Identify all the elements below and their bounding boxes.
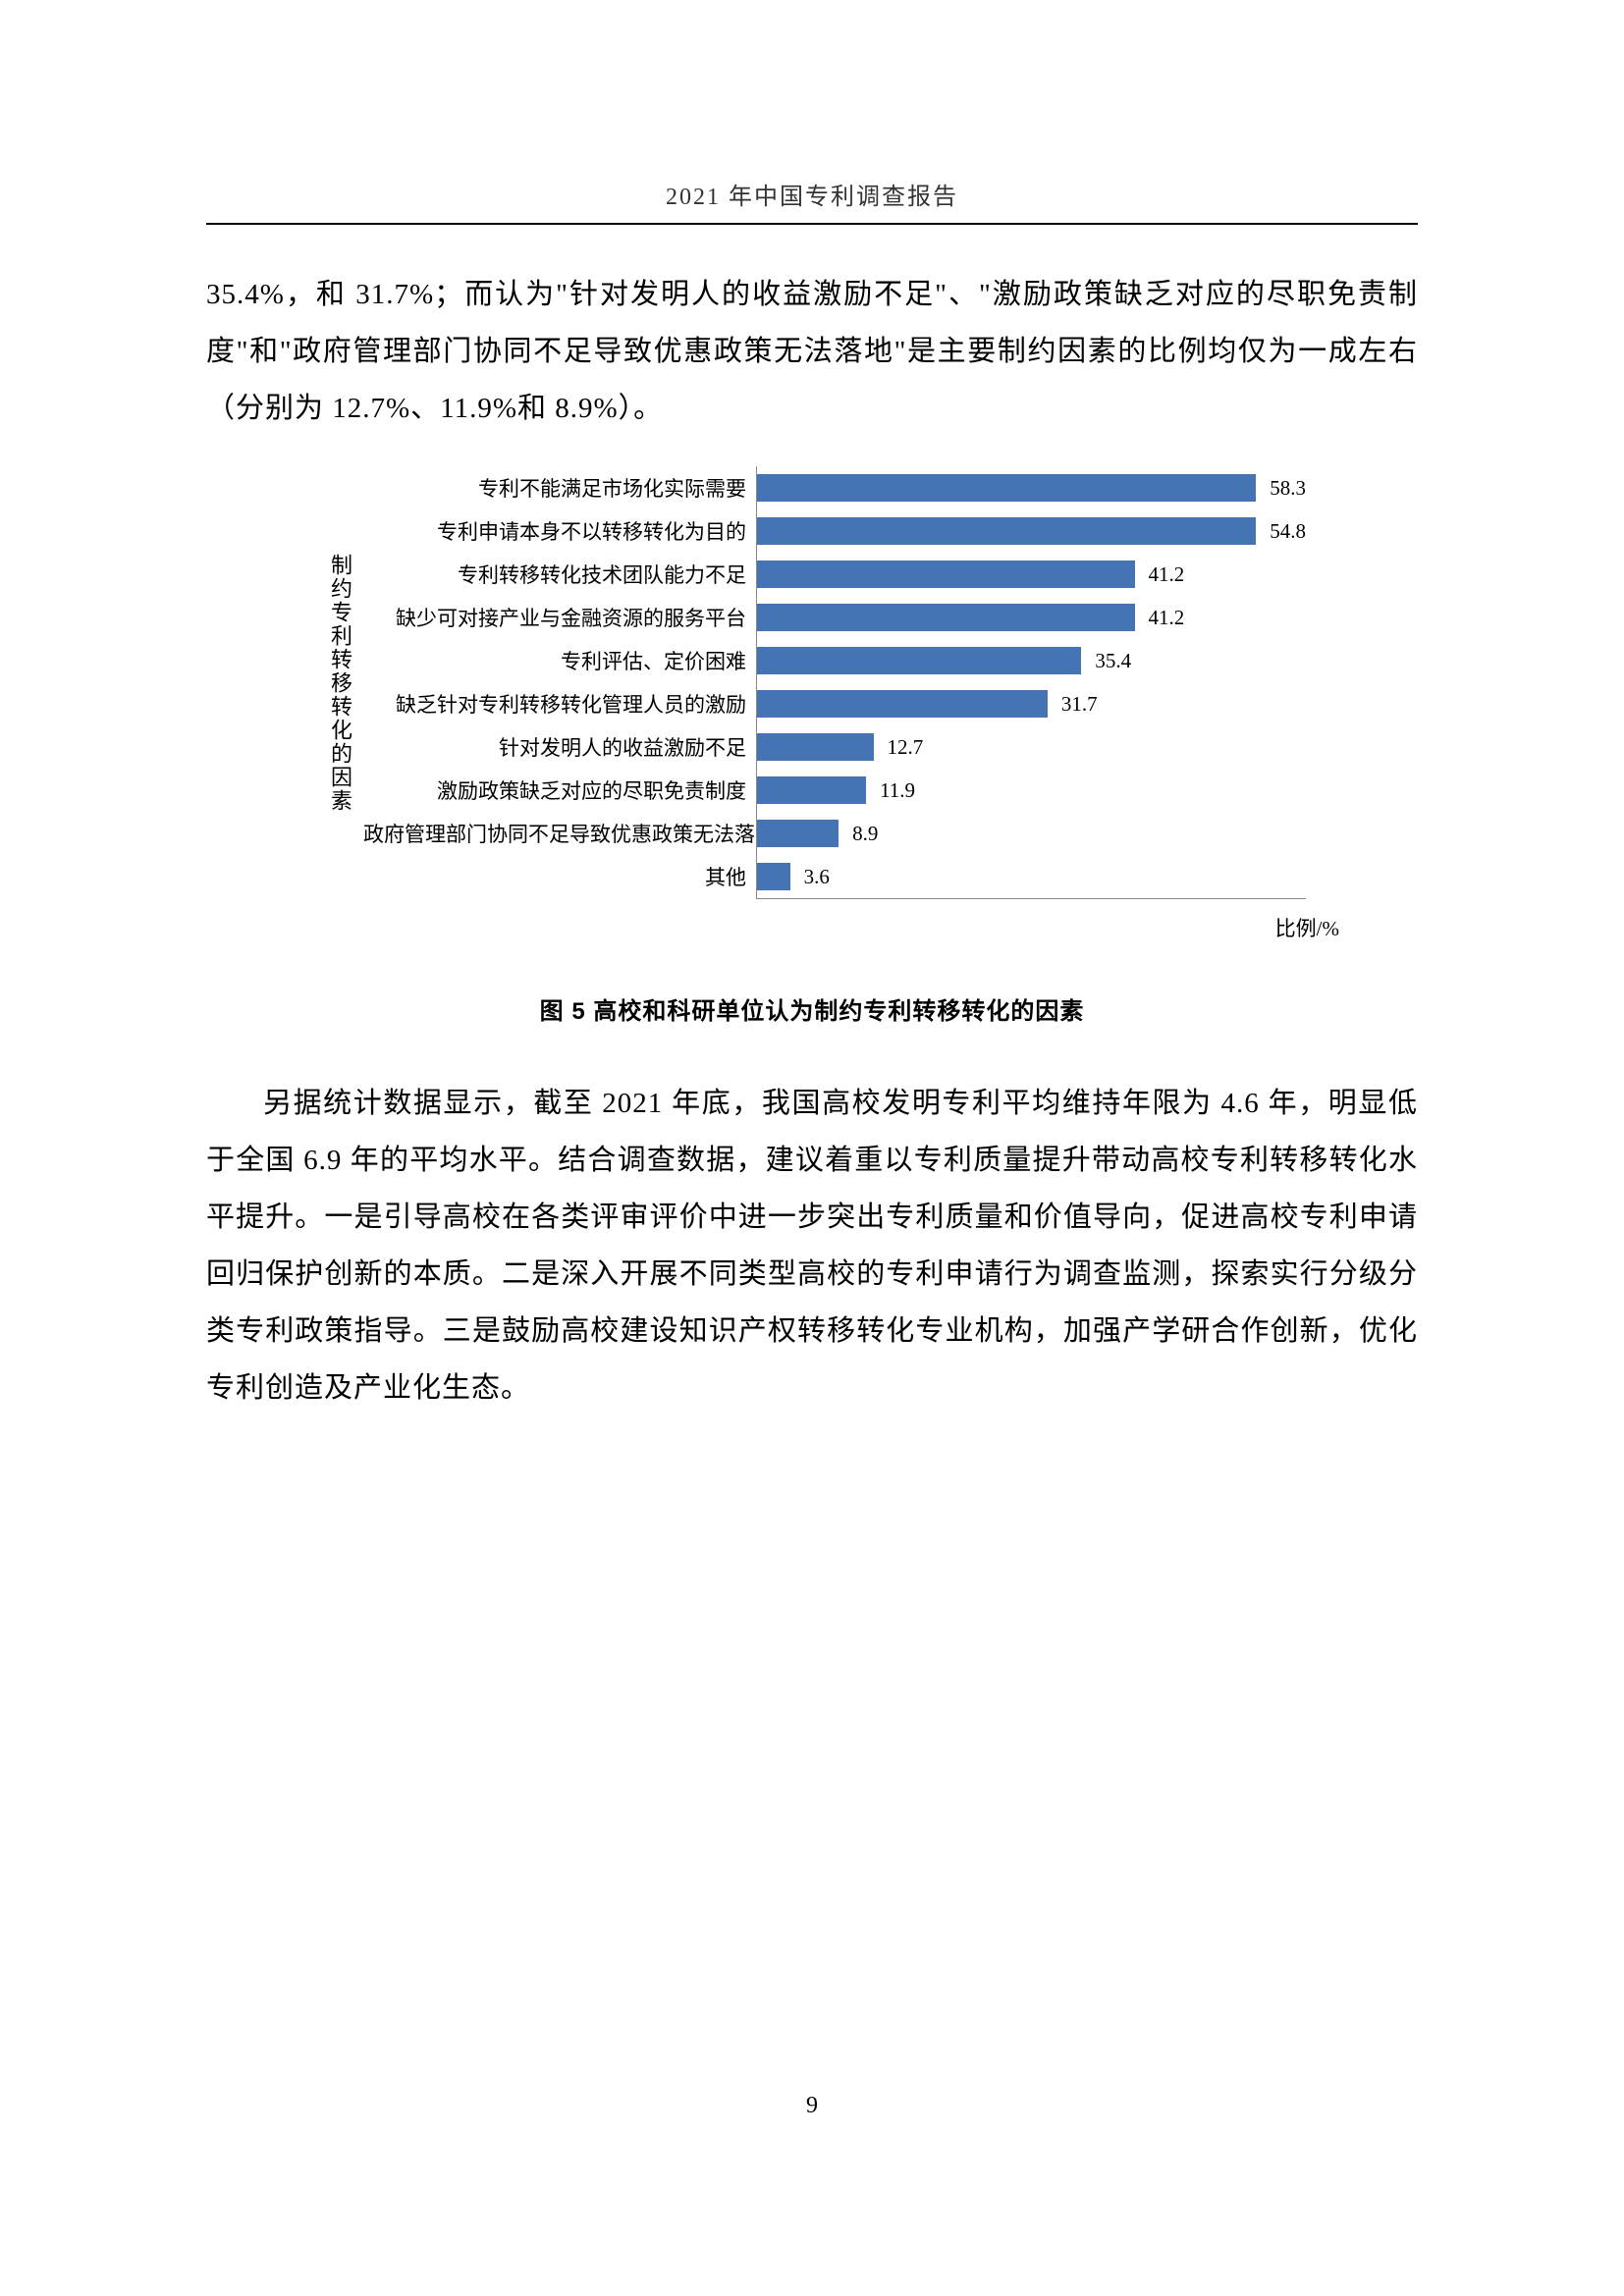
chart-bar-row: 针对发明人的收益激励不足 12.7 — [363, 725, 1418, 769]
chart-bar-value: 3.6 — [804, 865, 830, 889]
chart-x-baseline — [756, 898, 1306, 899]
chart-bar-value: 58.3 — [1270, 476, 1306, 501]
chart-bar-label: 缺乏针对专利转移转化管理人员的激励 — [363, 689, 756, 719]
chart-bar-row: 专利不能满足市场化实际需要 58.3 — [363, 466, 1418, 509]
chart-bar-track: 54.8 — [756, 509, 1306, 553]
chart-bar-track: 8.9 — [756, 812, 1306, 855]
chart-bar-row: 专利评估、定价困难 35.4 — [363, 639, 1418, 682]
chart-bar-value: 41.2 — [1149, 562, 1185, 587]
paragraph-1: 35.4%，和 31.7%；而认为"针对发明人的收益激励不足"、"激励政策缺乏对… — [206, 266, 1418, 437]
chart-bar-row: 专利转移转化技术团队能力不足 41.2 — [363, 553, 1418, 596]
page-header: 2021 年中国专利调查报告 — [206, 177, 1418, 225]
chart-bar-label: 专利申请本身不以转移转化为目的 — [363, 516, 756, 546]
chart-bar-row: 缺少可对接产业与金融资源的服务平台 41.2 — [363, 596, 1418, 639]
chart-bar-label: 专利不能满足市场化实际需要 — [363, 473, 756, 503]
chart-bar-label: 专利评估、定价困难 — [363, 646, 756, 675]
chart-bar-value: 11.9 — [880, 778, 915, 803]
chart-bar — [757, 604, 1135, 631]
chart-bar-label: 专利转移转化技术团队能力不足 — [363, 560, 756, 589]
chart-bar — [757, 733, 874, 761]
chart-bar — [757, 647, 1081, 674]
chart-bar-label: 激励政策缺乏对应的尽职免责制度 — [363, 775, 756, 805]
chart-bar-label: 其他 — [363, 862, 756, 891]
chart-bar-row: 缺乏针对专利转移转化管理人员的激励 31.7 — [363, 682, 1418, 725]
paragraph-2: 另据统计数据显示，截至 2021 年底，我国高校发明专利平均维持年限为 4.6 … — [206, 1075, 1418, 1416]
chart-bar-row: 政府管理部门协同不足导致优惠政策无法落地 8.9 — [363, 812, 1418, 855]
chart-bar-row: 专利申请本身不以转移转化为目的 54.8 — [363, 509, 1418, 553]
figure-5-chart: 制约专利转移转化的因素 专利不能满足市场化实际需要 58.3 专利申请本身不以转移转… — [206, 466, 1418, 942]
chart-bar — [757, 690, 1048, 718]
chart-bar-track: 41.2 — [756, 553, 1306, 596]
page-number: 9 — [0, 2093, 1624, 2119]
chart-bar-value: 31.7 — [1061, 692, 1098, 717]
chart-bar-track: 12.7 — [756, 725, 1306, 769]
chart-bar-row: 其他 3.6 — [363, 855, 1418, 898]
chart-bar-track: 58.3 — [756, 466, 1306, 509]
figure-5-caption: 图 5 高校和科研单位认为制约专利转移转化的因素 — [206, 991, 1418, 1026]
chart-bar-track: 31.7 — [756, 682, 1306, 725]
chart-bar-label: 政府管理部门协同不足导致优惠政策无法落地 — [363, 819, 756, 848]
chart-bar-track: 41.2 — [756, 596, 1306, 639]
chart-bar-value: 35.4 — [1095, 649, 1131, 673]
chart-bar — [757, 776, 866, 804]
chart-bars-container: 专利不能满足市场化实际需要 58.3 专利申请本身不以转移转化为目的 54.8 专利转移… — [363, 466, 1418, 899]
chart-bar-row: 激励政策缺乏对应的尽职免责制度 11.9 — [363, 769, 1418, 812]
chart-bar — [757, 863, 790, 890]
chart-bar-track: 3.6 — [756, 855, 1306, 898]
chart-bar-label: 针对发明人的收益激励不足 — [363, 732, 756, 762]
chart-x-axis-title: 比例/% — [206, 913, 1339, 942]
chart-bar-label: 缺少可对接产业与金融资源的服务平台 — [363, 603, 756, 632]
chart-bar-value: 54.8 — [1270, 519, 1306, 544]
chart-bar — [757, 474, 1256, 502]
chart-bar-value: 8.9 — [852, 822, 878, 846]
chart-bar-value: 12.7 — [888, 735, 924, 760]
chart-bar — [757, 561, 1135, 588]
chart-y-axis-title: 制约专利转移转化的因素 — [324, 554, 355, 813]
chart-bar — [757, 517, 1256, 545]
chart-bar-value: 41.2 — [1149, 606, 1185, 630]
chart-bar-track: 35.4 — [756, 639, 1306, 682]
chart-bar-track: 11.9 — [756, 769, 1306, 812]
chart-bar — [757, 820, 839, 847]
